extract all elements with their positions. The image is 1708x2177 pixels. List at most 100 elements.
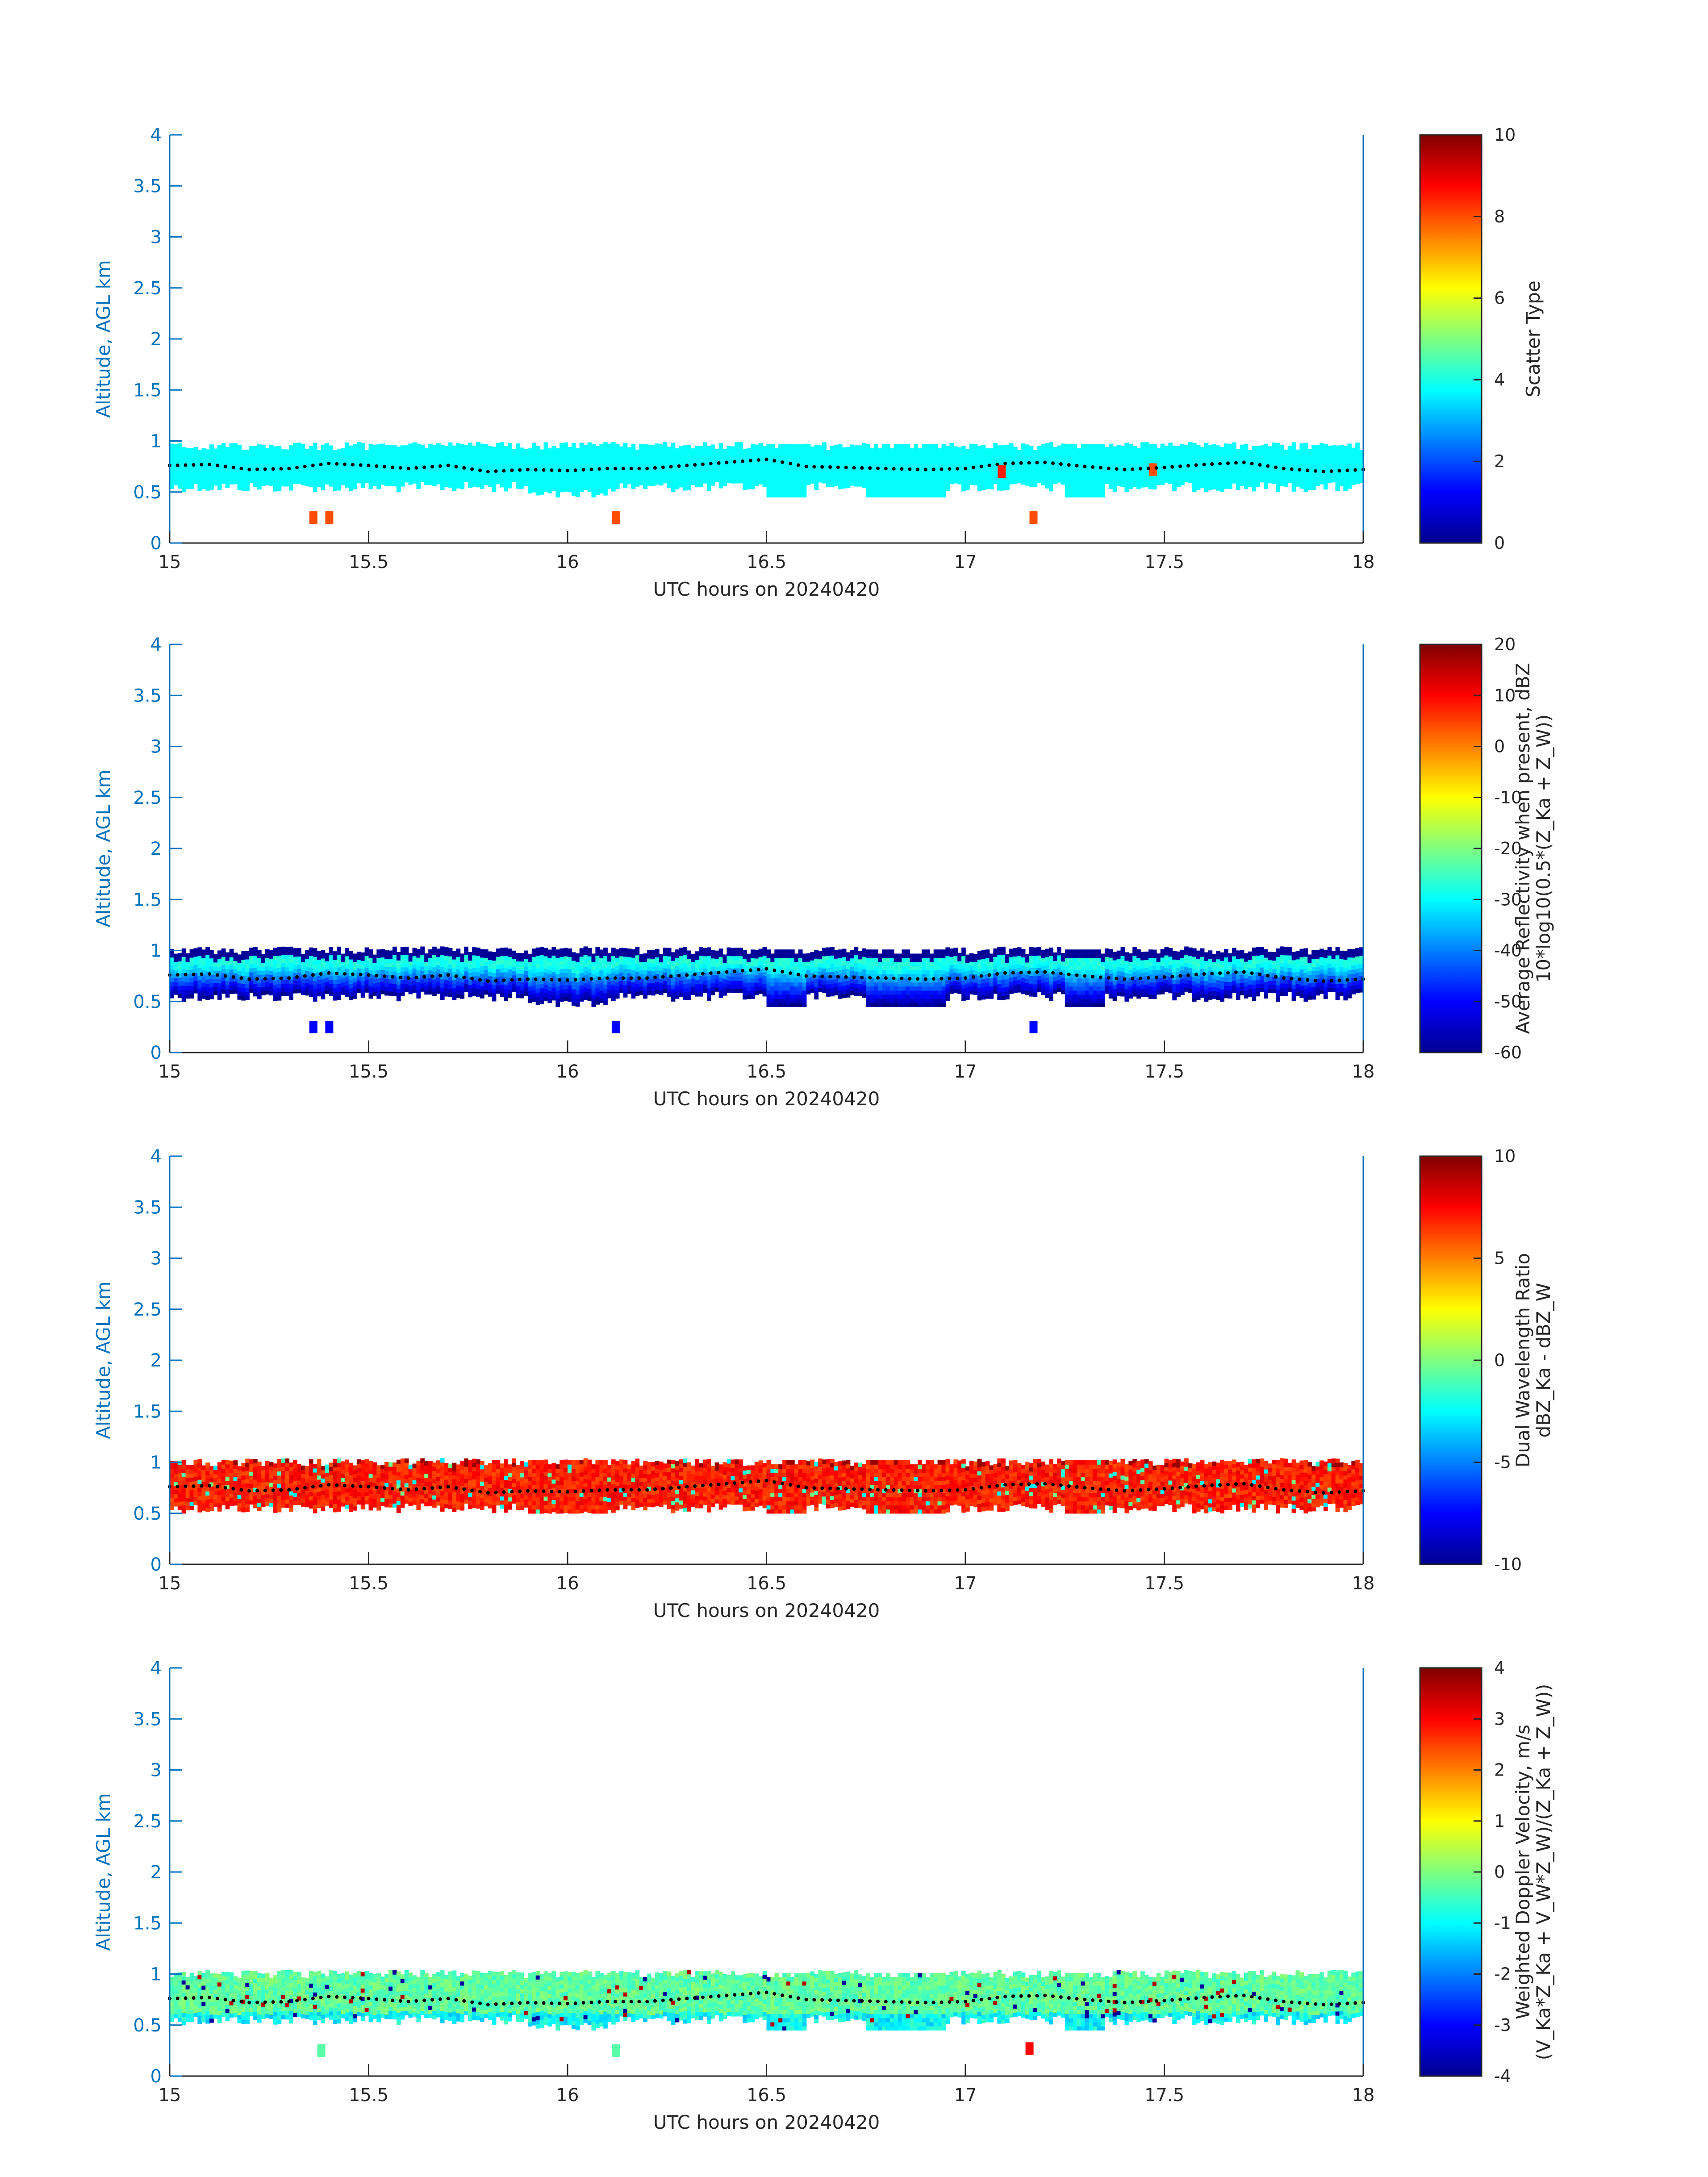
heatmap-cell [1065, 452, 1069, 457]
heatmap-cell [1168, 467, 1173, 472]
heatmap-cell [301, 953, 305, 958]
heatmap-cell [281, 478, 286, 483]
heatmap-cell [659, 990, 664, 995]
heatmap-cell [957, 476, 962, 481]
trace-dot [581, 468, 585, 472]
heatmap-cell [1029, 478, 1034, 483]
heatmap-cell [746, 456, 751, 461]
heatmap-cell [352, 965, 357, 970]
heatmap-cell [758, 468, 763, 472]
heatmap-cell [428, 448, 433, 452]
heatmap-cell [460, 965, 465, 970]
heatmap-cell [564, 487, 568, 492]
heatmap-cell [595, 482, 600, 487]
trace-dot [573, 468, 577, 472]
heatmap-cell [444, 976, 449, 981]
heatmap-cell [237, 457, 242, 462]
heatmap-cell [524, 950, 528, 955]
heatmap-cell [273, 471, 278, 476]
heatmap-cell [782, 472, 787, 477]
trace-dot [414, 466, 418, 470]
heatmap-cell [472, 470, 476, 475]
trace-dot [764, 457, 768, 461]
heatmap-cell [822, 471, 827, 476]
heatmap-cell [285, 482, 290, 487]
heatmap-cell [1331, 461, 1336, 466]
heatmap-cell [1021, 472, 1026, 476]
heatmap-cell [898, 444, 902, 449]
heatmap-cell [245, 466, 250, 471]
heatmap-cell [949, 463, 954, 468]
heatmap-cell [209, 982, 214, 987]
heatmap-cell [1021, 443, 1026, 448]
heatmap-cell [623, 977, 628, 982]
heatmap-cell [655, 961, 660, 966]
heatmap-cell [209, 481, 214, 486]
heatmap-cell [460, 957, 465, 962]
heatmap-cell [989, 448, 994, 453]
heatmap-cell [412, 948, 417, 953]
heatmap-cell [432, 991, 437, 996]
heatmap-cell [766, 489, 771, 493]
heatmap-cell [1196, 457, 1201, 462]
heatmap-cell [1057, 462, 1061, 467]
heatmap-cell [512, 950, 516, 955]
heatmap-cell [945, 478, 950, 483]
trace-dot [741, 459, 744, 463]
heatmap-cell [1320, 451, 1324, 456]
heatmap-cell [1303, 443, 1308, 447]
heatmap-cell [1089, 481, 1093, 485]
heatmap-cell [372, 967, 377, 971]
heatmap-cell [583, 987, 588, 992]
heatmap-cell [706, 988, 711, 993]
heatmap-cell [1320, 476, 1324, 481]
heatmap-cell [611, 454, 616, 459]
heatmap-cell [739, 471, 743, 476]
heatmap-cell [543, 984, 548, 989]
heatmap-cell [874, 493, 878, 497]
heatmap-cell [516, 468, 520, 472]
heatmap-cell [265, 974, 270, 978]
heatmap-cell [993, 451, 998, 456]
heatmap-cell [400, 947, 405, 951]
heatmap-cell [177, 969, 182, 974]
heatmap-cell [568, 997, 572, 1002]
heatmap-cell [209, 954, 214, 959]
heatmap-cell [233, 989, 238, 994]
heatmap-cell [476, 462, 480, 467]
heatmap-cell [360, 484, 365, 489]
heatmap-cell [205, 959, 210, 964]
heatmap-cell [1017, 474, 1022, 479]
heatmap-cell [1057, 470, 1061, 475]
heatmap-cell [1152, 481, 1157, 485]
heatmap-cell [579, 969, 584, 973]
trace-dot [820, 465, 824, 469]
heatmap-cell [854, 462, 859, 466]
heatmap-cell [508, 464, 512, 468]
heatmap-cell [472, 979, 476, 984]
trace-dot [804, 464, 808, 468]
heatmap-cell [623, 952, 628, 957]
heatmap-cell [623, 467, 628, 472]
heatmap-cell [611, 948, 616, 952]
heatmap-cell [177, 994, 182, 999]
heatmap-cell [555, 965, 560, 970]
heatmap-cell [850, 465, 855, 469]
heatmap-cell [568, 977, 572, 982]
heatmap-cell [400, 991, 405, 996]
heatmap-cell [460, 472, 465, 477]
heatmap-cell [961, 487, 966, 492]
heatmap-cell [937, 452, 942, 457]
heatmap-cell [834, 449, 839, 453]
heatmap-cell [611, 458, 616, 463]
x-tick-label: 17 [954, 552, 977, 572]
heatmap-cell [643, 957, 647, 962]
heatmap-cell [1132, 450, 1137, 455]
heatmap-cell [372, 445, 377, 450]
heatmap-cell [372, 461, 377, 466]
heatmap-cell [329, 466, 334, 471]
heatmap-cell [464, 951, 468, 955]
heatmap-cell [786, 468, 791, 473]
heatmap-cell [560, 447, 564, 451]
heatmap-cell [774, 476, 779, 481]
